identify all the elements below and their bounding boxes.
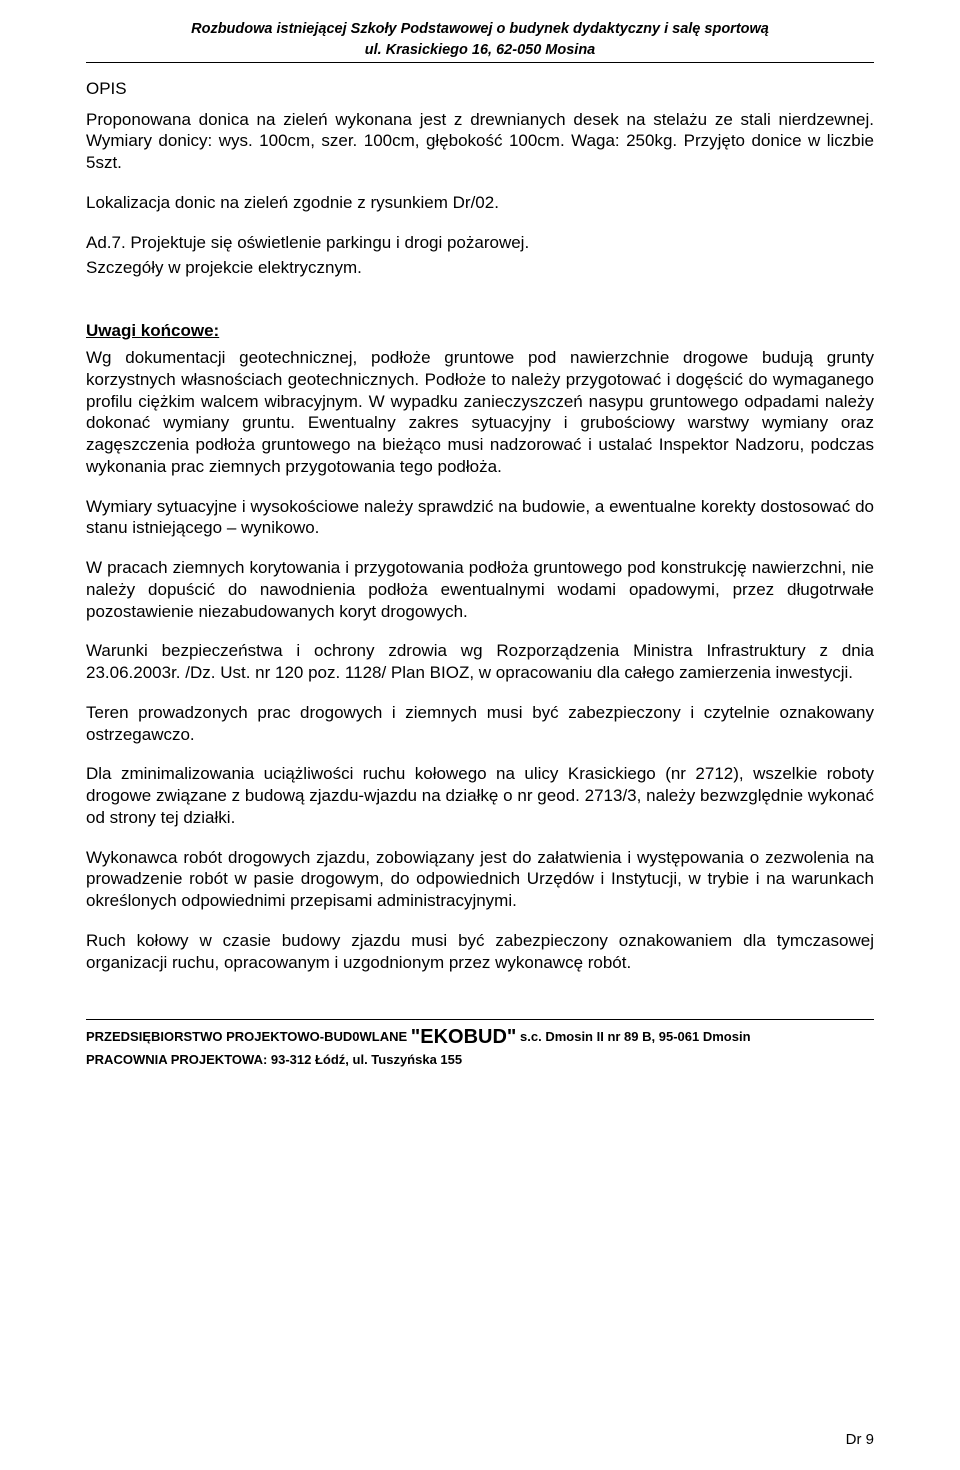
paragraph-4: Wg dokumentacji geotechnicznej, podłoże … (86, 347, 874, 478)
header-divider (86, 62, 874, 63)
document-page: Rozbudowa istniejącej Szkoły Podstawowej… (0, 0, 960, 1470)
footer-prefix: PRZEDSIĘBIORSTWO PROJEKTOWO-BUD0WLANE (86, 1029, 411, 1044)
paragraph-8: Teren prowadzonych prac drogowych i ziem… (86, 702, 874, 746)
paragraph-5: Wymiary sytuacyjne i wysokościowe należy… (86, 496, 874, 540)
footer-line-2: PRACOWNIA PROJEKTOWA: 93-312 Łódź, ul. T… (86, 1051, 874, 1069)
footer-divider (86, 1019, 874, 1020)
section-label-uwagi: Uwagi końcowe: (86, 321, 874, 341)
page-number: Dr 9 (846, 1431, 874, 1448)
header-title-line2: ul. Krasickiego 16, 62-050 Mosina (86, 42, 874, 58)
paragraph-3b: Szczegóły w projekcie elektrycznym. (86, 257, 874, 279)
paragraph-2: Lokalizacja donic na zieleń zgodnie z ry… (86, 192, 874, 214)
section-label-opis: OPIS (86, 79, 874, 99)
header-title-line1: Rozbudowa istniejącej Szkoły Podstawowej… (86, 20, 874, 40)
paragraph-3a: Ad.7. Projektuje się oświetlenie parking… (86, 232, 874, 254)
paragraph-10: Wykonawca robót drogowych zjazdu, zobowi… (86, 847, 874, 912)
paragraph-7: Warunki bezpieczeństwa i ochrony zdrowia… (86, 640, 874, 684)
paragraph-11: Ruch kołowy w czasie budowy zjazdu musi … (86, 930, 874, 974)
paragraph-6: W pracach ziemnych korytowania i przygot… (86, 557, 874, 622)
footer-line-1: PRZEDSIĘBIORSTWO PROJEKTOWO-BUD0WLANE "E… (86, 1024, 874, 1051)
footer-brand: "EKOBUD" (411, 1026, 517, 1048)
paragraph-9: Dla zminimalizowania uciążliwości ruchu … (86, 763, 874, 828)
footer-suffix: s.c. Dmosin II nr 89 B, 95-061 Dmosin (516, 1029, 750, 1044)
paragraph-1: Proponowana donica na zieleń wykonana je… (86, 109, 874, 174)
footer-address: PRACOWNIA PROJEKTOWA: 93-312 Łódź, ul. T… (86, 1052, 462, 1067)
